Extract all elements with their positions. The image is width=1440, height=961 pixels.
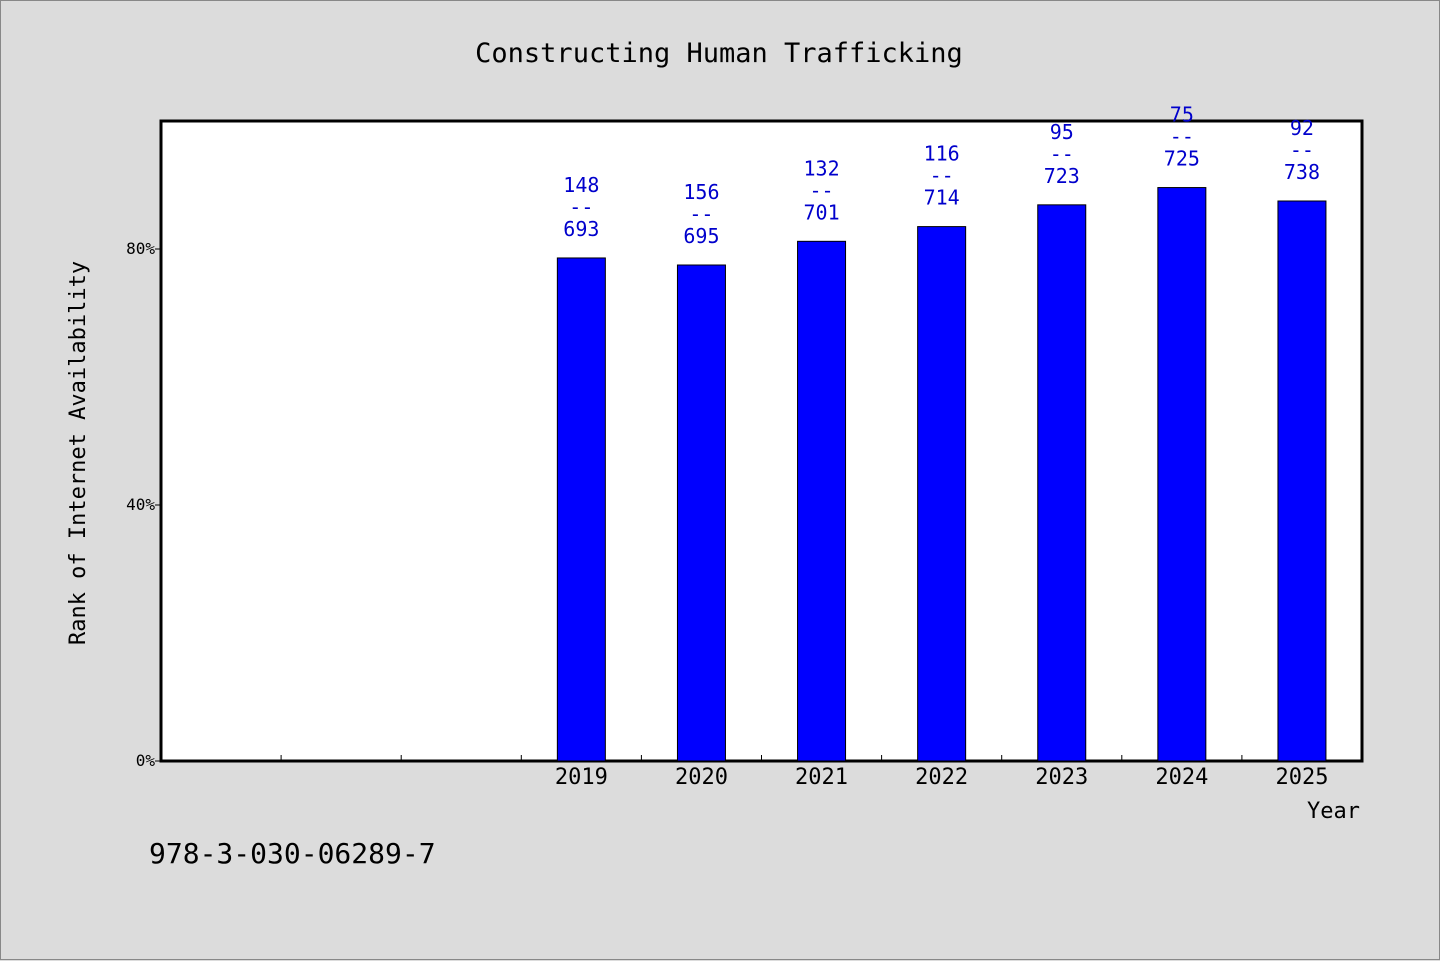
bar-data-label: 701 — [803, 200, 839, 224]
x-axis-label: Year — [1307, 799, 1360, 824]
bar-data-label: -- — [1170, 125, 1194, 149]
y-tick-label: 80% — [126, 239, 155, 258]
bar-data-label: -- — [1050, 142, 1074, 166]
bar-data-label: 723 — [1044, 164, 1080, 188]
bar — [1157, 187, 1207, 762]
bar — [556, 257, 606, 762]
bar — [797, 240, 847, 762]
bar — [1277, 200, 1327, 762]
x-tick-label: 2019 — [555, 765, 608, 790]
bar-data-label: -- — [689, 202, 713, 226]
bar-series — [556, 187, 1327, 762]
isbn-text: 978-3-030-06289-7 — [149, 837, 436, 870]
bar-data-label: 75 — [1170, 103, 1194, 127]
x-tick-label: 2022 — [915, 765, 968, 790]
x-tick-label: 2023 — [1035, 765, 1088, 790]
bar-data-label: -- — [930, 164, 954, 188]
axis-ticks — [280, 755, 1243, 761]
bar — [1037, 204, 1087, 762]
y-tick-label: 0% — [136, 751, 156, 770]
bar-data-label: 738 — [1284, 160, 1320, 184]
bar-data-label: -- — [569, 195, 593, 219]
y-axis-label: Rank of Internet Availability — [66, 261, 91, 645]
x-tick-label: 2024 — [1155, 765, 1208, 790]
bar — [676, 264, 726, 762]
bar-data-label: 695 — [683, 224, 719, 248]
bar-data-label: 156 — [683, 180, 719, 204]
x-tick-label: 2025 — [1275, 765, 1328, 790]
bar-data-label: 92 — [1290, 116, 1314, 140]
bar-data-label: 132 — [803, 156, 839, 180]
bar-data-label: 148 — [563, 173, 599, 197]
y-tick-labels: 0% 40% 80% — [126, 239, 161, 770]
chart-title: Constructing Human Trafficking — [475, 38, 963, 69]
bar-data-label: 116 — [924, 142, 960, 166]
bar-data-label: -- — [810, 178, 834, 202]
bar — [917, 226, 967, 762]
x-tick-labels: 2019 2020 2021 2022 2023 2024 2025 — [555, 765, 1329, 790]
bar-data-label: 725 — [1164, 147, 1200, 171]
bar-data-label: 714 — [924, 186, 960, 210]
y-tick-label: 40% — [126, 495, 155, 514]
bar-data-label: 95 — [1050, 120, 1074, 144]
bar-data-labels: 148--693156--695132--701116--71495--7237… — [563, 103, 1320, 248]
x-tick-label: 2020 — [675, 765, 728, 790]
x-tick-label: 2021 — [795, 765, 848, 790]
bar-data-label: 693 — [563, 217, 599, 241]
bar-data-label: -- — [1290, 138, 1314, 162]
